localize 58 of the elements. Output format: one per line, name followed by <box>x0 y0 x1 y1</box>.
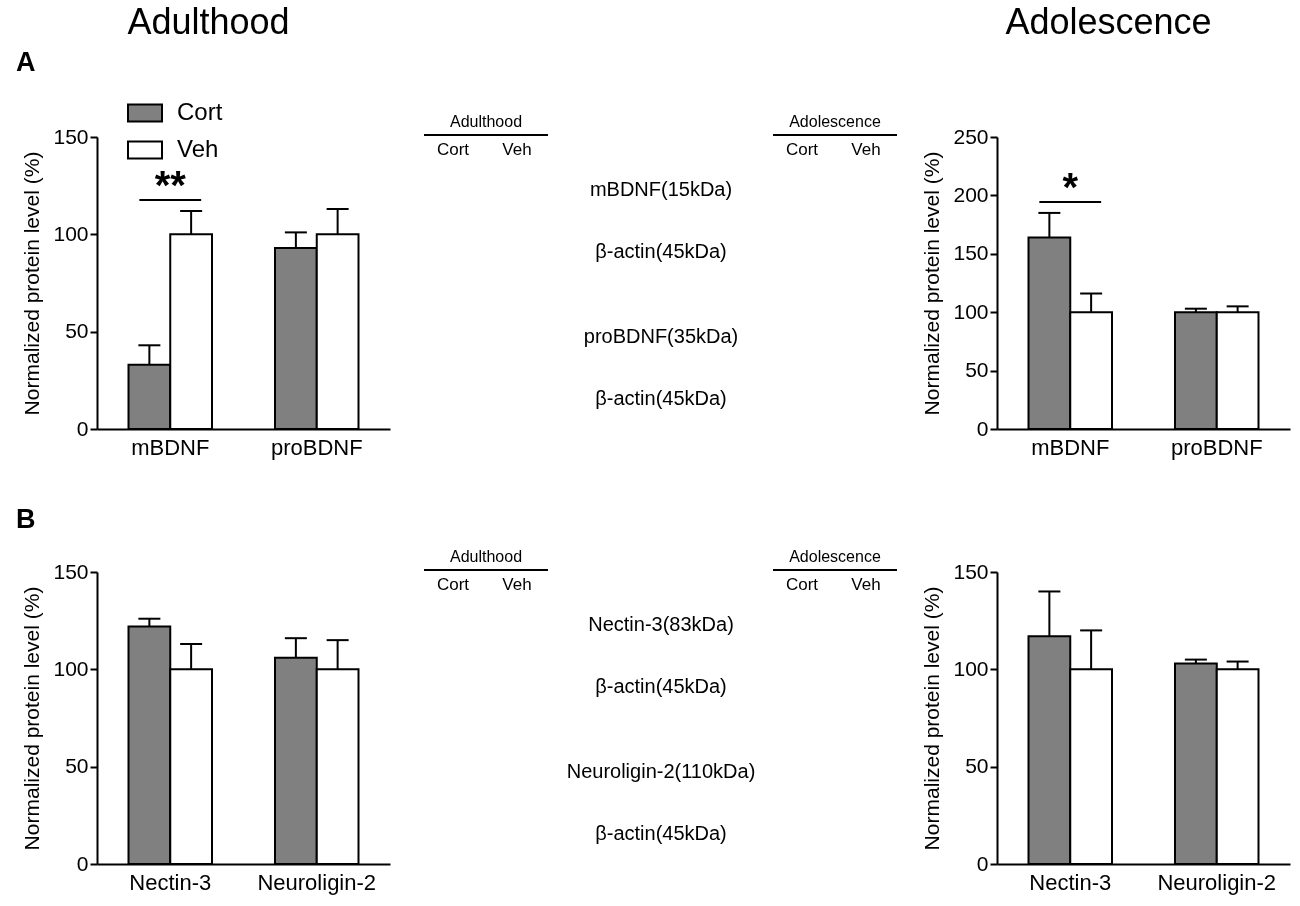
text: Neuroligin-2(110kDa) <box>566 760 756 782</box>
y-tick-label: 0 <box>976 416 989 440</box>
text: Veh <box>502 575 532 594</box>
text: mBDNF(15kDa) <box>589 178 733 200</box>
chart-subtitle: A <box>16 47 36 77</box>
text: Veh <box>502 140 532 159</box>
annotation: * <box>1062 164 1079 209</box>
x-tick-label: proBDNF <box>270 434 363 460</box>
text: Nectin-3(83kDa) <box>588 613 734 635</box>
y-axis-title: Normalized protein level (%) <box>920 151 944 416</box>
x-tick-label: mBDNF <box>1031 434 1110 460</box>
y-tick-label: 0 <box>976 851 989 875</box>
x-tick-label: Nectin-3 <box>129 869 212 895</box>
chart-title: Adolescence <box>1005 1 1212 42</box>
y-tick-label: 100 <box>953 299 989 323</box>
y-tick-label: 50 <box>965 754 989 778</box>
y-tick-label: 150 <box>53 124 89 148</box>
text: Cort <box>436 575 470 594</box>
x-tick-label: proBDNF <box>1170 434 1263 460</box>
y-tick-label: 50 <box>65 754 89 778</box>
x-tick-label: Neuroligin-2 <box>1157 869 1277 895</box>
legend-label: Cort <box>177 98 223 125</box>
text: Adulthood <box>449 548 523 565</box>
y-axis-title: Normalized protein level (%) <box>20 586 44 851</box>
text: β-actin(45kDa) <box>595 240 727 262</box>
y-tick-label: 200 <box>953 182 989 206</box>
y-tick-label: 150 <box>53 559 89 583</box>
y-tick-label: 50 <box>65 319 89 343</box>
legend-label: Veh <box>177 135 219 162</box>
y-tick-label: 100 <box>53 221 89 245</box>
y-tick-label: 50 <box>965 358 989 382</box>
annotation: ** <box>154 162 187 207</box>
text: Adulthood <box>449 113 523 130</box>
y-tick-label: 150 <box>953 559 989 583</box>
y-tick-label: 150 <box>953 241 989 265</box>
chart-subtitle: B <box>16 504 36 534</box>
text: Veh <box>851 575 881 594</box>
text: Adolescence <box>789 548 881 565</box>
y-tick-label: 250 <box>953 124 989 148</box>
text: β-actin(45kDa) <box>595 822 727 844</box>
x-tick-label: Neuroligin-2 <box>257 869 377 895</box>
text: Cort <box>436 140 470 159</box>
y-axis-title: Normalized protein level (%) <box>20 151 44 416</box>
x-tick-label: mBDNF <box>131 434 210 460</box>
text: Adolescence <box>789 113 881 130</box>
y-tick-label: 100 <box>53 656 89 680</box>
y-tick-label: 0 <box>76 851 89 875</box>
x-tick-label: Nectin-3 <box>1029 869 1112 895</box>
y-tick-label: 100 <box>953 656 989 680</box>
y-axis-title: Normalized protein level (%) <box>920 586 944 851</box>
text: Cort <box>785 575 819 594</box>
text: β-actin(45kDa) <box>595 675 727 697</box>
text: proBDNF(35kDa) <box>583 325 739 347</box>
text: β-actin(45kDa) <box>595 387 727 409</box>
y-tick-label: 0 <box>76 416 89 440</box>
text: Veh <box>851 140 881 159</box>
chart-title: Adulthood <box>127 1 290 42</box>
text: Cort <box>785 140 819 159</box>
